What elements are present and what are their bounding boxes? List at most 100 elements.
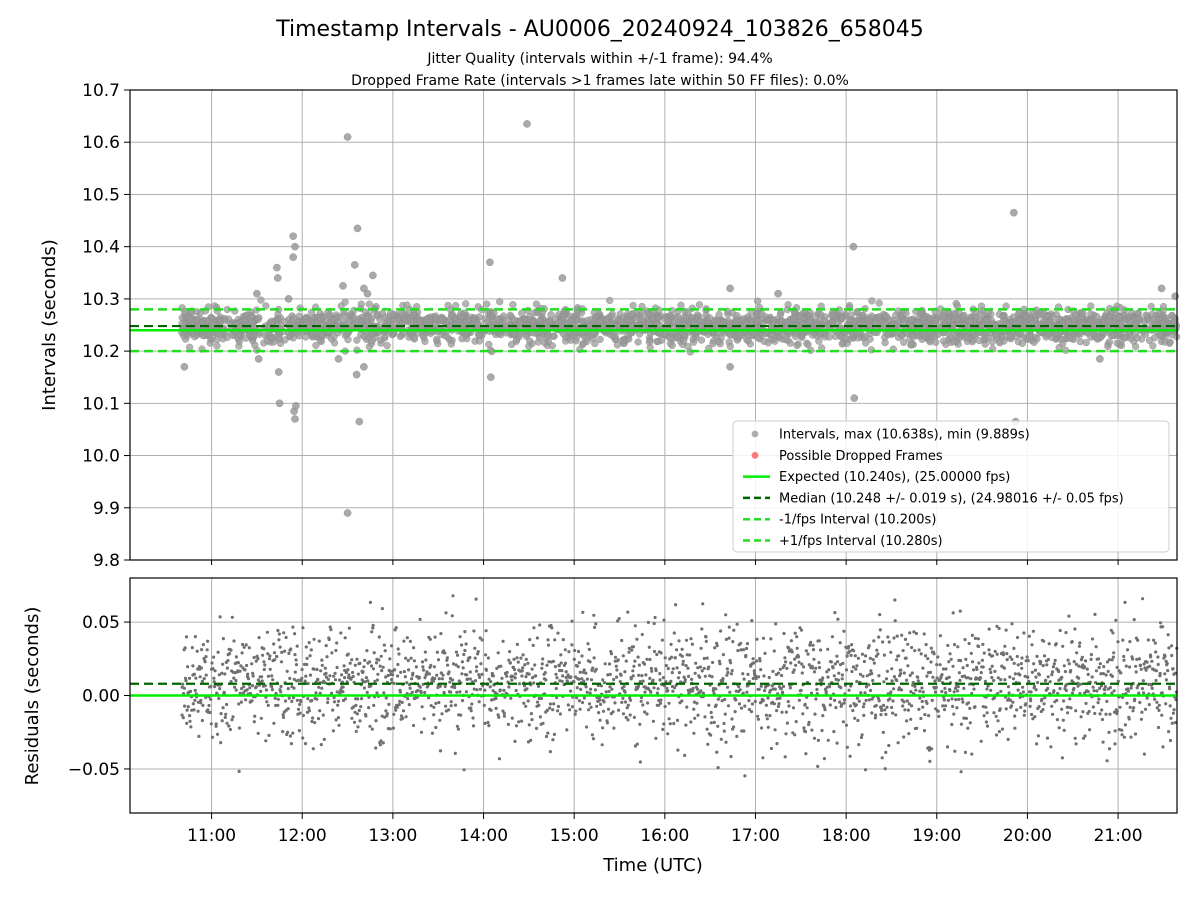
residual-point — [1112, 689, 1116, 693]
residual-point — [362, 665, 366, 669]
residual-point — [398, 690, 402, 694]
residual-point — [984, 720, 989, 724]
residual-point — [872, 639, 876, 643]
residual-point — [1060, 675, 1064, 679]
residual-point — [191, 702, 195, 706]
residual-point — [891, 711, 895, 715]
residual-point — [506, 722, 510, 727]
residual-point — [403, 675, 407, 679]
residual-point — [307, 706, 311, 710]
residual-point — [1051, 665, 1055, 669]
residual-point — [378, 743, 382, 747]
residual-point — [1078, 682, 1082, 686]
residual-point — [1090, 675, 1094, 679]
residual-point — [819, 648, 823, 652]
residual-point — [890, 705, 894, 710]
residual-point — [434, 701, 438, 706]
residual-point — [946, 643, 950, 648]
residual-point — [341, 685, 345, 689]
residual-point — [468, 655, 472, 660]
residual-point — [986, 684, 990, 688]
residual-point — [200, 648, 204, 652]
residual-point — [588, 660, 592, 664]
residual-point — [259, 716, 263, 720]
interval-outlier-point — [774, 289, 782, 298]
legend-entry-label: Possible Dropped Frames — [779, 449, 943, 464]
residual-point — [227, 652, 232, 656]
residual-point — [356, 672, 360, 676]
residual-point — [463, 630, 467, 634]
residual-point — [356, 697, 360, 701]
residual-point — [588, 691, 592, 695]
residual-point — [267, 733, 271, 738]
residual-point — [312, 637, 316, 641]
residual-point — [365, 690, 369, 695]
residual-point — [637, 673, 641, 677]
residual-point — [1051, 712, 1055, 717]
residual-point — [792, 668, 796, 672]
residual-point — [969, 677, 973, 681]
residual-point — [210, 661, 214, 665]
residual-point — [294, 663, 299, 667]
residual-point — [1022, 713, 1026, 717]
residual-point — [640, 674, 644, 678]
residual-point — [684, 723, 688, 727]
residual-point — [985, 711, 989, 715]
residual-point — [387, 702, 391, 707]
residual-point — [469, 709, 473, 713]
residual-point — [706, 742, 710, 746]
residual-point — [994, 733, 999, 737]
residual-point — [234, 688, 238, 692]
residual-point — [257, 636, 261, 640]
residual-point — [768, 688, 773, 693]
residual-point — [1064, 631, 1068, 635]
residual-point — [445, 656, 449, 660]
residual-point — [766, 725, 770, 729]
residual-point — [1050, 670, 1055, 674]
residual-point — [343, 676, 347, 680]
residual-point — [633, 624, 637, 628]
residual-point — [219, 741, 223, 745]
residual-point — [626, 610, 630, 614]
residual-point — [526, 661, 530, 665]
residual-point — [220, 671, 224, 675]
residual-point — [296, 707, 301, 711]
residual-point — [812, 736, 817, 740]
interval-point — [368, 336, 377, 344]
residual-point — [966, 726, 970, 730]
residual-point — [427, 672, 431, 676]
interval-point — [208, 333, 217, 342]
residual-point — [666, 732, 670, 736]
residual-point — [434, 725, 438, 730]
residual-point — [715, 644, 719, 648]
residual-point — [188, 689, 193, 694]
interval-outlier-point — [850, 394, 859, 402]
interval-point — [744, 337, 752, 345]
residual-point — [873, 716, 878, 720]
interval-point — [666, 334, 675, 342]
residual-point — [817, 661, 821, 665]
interval-point — [1087, 310, 1095, 318]
residual-point — [489, 708, 493, 712]
residual-point — [910, 704, 914, 708]
residual-point — [350, 716, 354, 720]
residual-point — [803, 702, 807, 706]
residual-point — [589, 678, 594, 682]
residual-point — [707, 703, 711, 707]
residual-point — [351, 670, 355, 675]
residual-point — [191, 664, 195, 668]
residual-point — [591, 666, 595, 670]
residual-point — [828, 703, 832, 707]
residual-point — [591, 737, 596, 741]
residual-point — [268, 667, 272, 671]
residual-point — [197, 734, 201, 739]
residual-point — [904, 656, 908, 660]
residual-point — [597, 711, 601, 715]
residual-point — [412, 646, 416, 650]
chart-subtitle-jitter: Jitter Quality (intervals within +/-1 fr… — [426, 51, 772, 67]
residual-point — [460, 660, 464, 664]
residual-point — [365, 649, 369, 653]
residual-point — [609, 652, 614, 656]
residual-point — [374, 661, 379, 665]
residual-point — [604, 690, 608, 694]
